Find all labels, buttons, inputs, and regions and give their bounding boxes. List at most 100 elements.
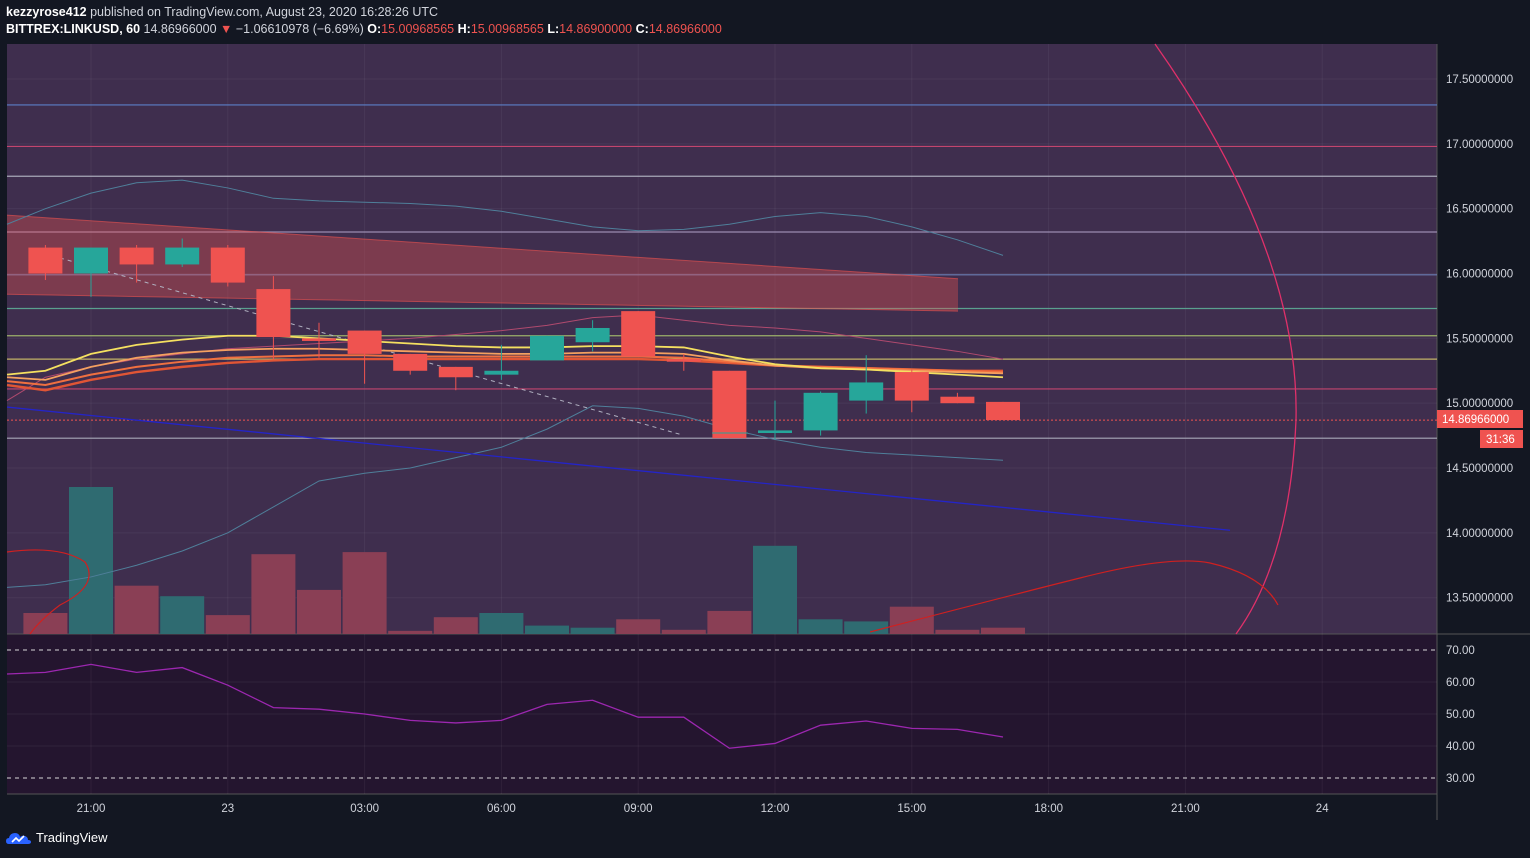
ohlc-line: BITTREX:LINKUSD, 60 14.86966000 ▼ −1.066… — [6, 21, 722, 38]
volume-bar-2 — [114, 585, 159, 634]
candle-body-10 — [484, 370, 519, 375]
down-arrow-icon: ▼ — [220, 22, 233, 36]
price-tick-label-4: 15.50000000 — [1446, 333, 1513, 345]
time-tick-label-4: 09:00 — [624, 803, 653, 815]
price-tick-label-0: 17.50000000 — [1446, 74, 1513, 86]
time-tick-label-1: 23 — [221, 803, 234, 815]
candle-body-0 — [28, 247, 63, 274]
volume-bar-4 — [205, 615, 250, 634]
time-tick-label-8: 21:00 — [1171, 803, 1200, 815]
tradingview-logo[interactable]: TradingView — [6, 830, 108, 845]
open-value: 15.00968565 — [381, 22, 455, 36]
price-tick-label-7: 14.00000000 — [1446, 528, 1513, 540]
cloud-logo-icon — [6, 832, 31, 844]
bollinger-basis — [6, 314, 1004, 402]
grid — [7, 44, 1437, 794]
candle-body-3 — [165, 247, 200, 265]
volume-bar-10 — [479, 613, 524, 634]
candle-body-20 — [940, 396, 975, 404]
price-tick-label-3: 16.00000000 — [1446, 269, 1513, 281]
candle-body-9 — [438, 366, 473, 378]
volume-bar-11 — [525, 625, 569, 634]
volume-bar-6 — [297, 589, 341, 634]
low-label: L: — [547, 22, 560, 36]
rsi-tick-label-1: 60.00 — [1446, 677, 1475, 689]
volume-bar-5 — [251, 554, 296, 634]
volume-bar-7 — [342, 552, 387, 634]
publish-line: kezzyrose412 published on TradingView.co… — [6, 4, 722, 21]
last-price-tag-value: 14.86966000 — [1442, 414, 1509, 426]
volume-bar-20 — [935, 629, 980, 634]
candle-body-21 — [986, 401, 1020, 421]
channel-lower-edge — [6, 293, 959, 312]
candle-body-14 — [666, 359, 701, 362]
price-tick-label-8: 13.50000000 — [1446, 593, 1513, 605]
rsi-tick-label-3: 40.00 — [1446, 741, 1475, 753]
countdown-tag-bg — [1480, 430, 1523, 448]
volume-bar-9 — [433, 617, 478, 634]
red-curve-left — [6, 549, 90, 635]
candle-body-7 — [347, 330, 382, 354]
candle-body-19 — [894, 372, 929, 401]
volume-bar-0 — [23, 613, 68, 634]
time-tick-label-9: 24 — [1316, 803, 1329, 815]
close-value: 14.86966000 — [648, 22, 722, 36]
volume-bar-17 — [798, 619, 843, 634]
candle-body-18 — [849, 382, 884, 401]
bollinger-upper — [6, 179, 1004, 256]
price-tick-label-2: 16.50000000 — [1446, 204, 1513, 216]
candle-body-11 — [530, 335, 564, 361]
time-tick-label-3: 06:00 — [487, 803, 516, 815]
candle-body-13 — [621, 311, 656, 357]
candle-body-1 — [74, 247, 108, 274]
volume-bar-1 — [69, 487, 113, 634]
high-label: H: — [457, 22, 471, 36]
candle-body-2 — [119, 247, 154, 265]
rsi-indicator: 70.00 60.00 50.00 40.00 30.00 — [6, 645, 1475, 785]
volume-bar-3 — [160, 596, 205, 634]
time-tick-label-5: 12:00 — [761, 803, 790, 815]
price-axis[interactable]: 17.50000000 17.00000000 16.50000000 16.0000… — [1446, 74, 1513, 605]
descending-channel — [7, 215, 958, 312]
volume-bar-18 — [844, 621, 889, 634]
candle-body-17 — [803, 392, 838, 431]
author-name[interactable]: kezzyrose412 — [6, 5, 87, 19]
volume-bar-8 — [388, 630, 433, 634]
last-price-tag: 14.86966000 31:36 — [1437, 410, 1523, 448]
price-tick-label-6: 14.50000000 — [1446, 463, 1513, 475]
footer-brand: TradingView — [36, 830, 108, 845]
close-label: C: — [635, 22, 649, 36]
price-tick-label-5: 15.00000000 — [1446, 398, 1513, 410]
candle-body-12 — [575, 327, 610, 343]
volume-bar-14 — [661, 629, 706, 634]
candlesticks — [28, 238, 1020, 440]
rsi-tick-label-0: 70.00 — [1446, 645, 1475, 657]
low-value: 14.86900000 — [559, 22, 633, 36]
volume-bar-19 — [889, 606, 934, 634]
candle-body-16 — [758, 430, 792, 434]
candle-body-8 — [393, 353, 428, 371]
red-curve — [869, 560, 1279, 633]
rsi-line — [6, 663, 1004, 749]
channel-upper-edge — [6, 214, 959, 280]
time-tick-label-6: 15:00 — [897, 803, 926, 815]
symbol-label[interactable]: BITTREX:LINKUSD, 60 — [6, 22, 141, 36]
candle-body-6 — [302, 338, 336, 341]
bollinger-lower — [6, 405, 1004, 588]
time-tick-label-7: 18:00 — [1034, 803, 1063, 815]
publish-info: published on TradingView.com, August 23,… — [90, 5, 439, 19]
candle-body-15 — [712, 370, 747, 439]
volume-bar-13 — [616, 619, 661, 634]
volume-bar-12 — [570, 627, 615, 634]
volume-bars — [23, 487, 1025, 634]
volume-bar-15 — [707, 610, 752, 634]
price-tick-label-1: 17.00000000 — [1446, 139, 1513, 151]
support-trend-line — [6, 406, 1231, 531]
price-panel-bg — [7, 44, 1437, 634]
rsi-tick-label-2: 50.00 — [1446, 709, 1475, 721]
last-price: 14.86966000 — [143, 22, 217, 36]
chart-header: kezzyrose412 published on TradingView.co… — [6, 4, 722, 38]
countdown-tag-value: 31:36 — [1486, 434, 1515, 446]
time-axis[interactable]: 21:00 23 03:00 06:00 09:00 12:00 15:00 18:00 21:… — [77, 803, 1330, 815]
